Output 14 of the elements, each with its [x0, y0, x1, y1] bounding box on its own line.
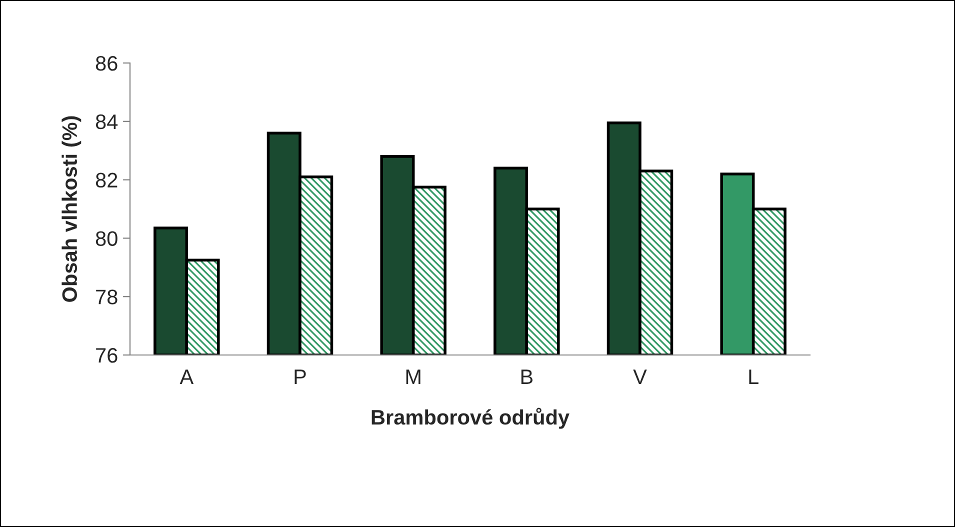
y-tick-label: 86 [96, 56, 118, 71]
x-tick-label: M [406, 370, 420, 384]
y-tick-label: 84 [96, 114, 118, 130]
y-tick-label: 80 [96, 231, 118, 246]
x-axis-title: Bramborové odrůdy [372, 408, 570, 429]
x-tick-label: V [633, 370, 647, 384]
y-tick-label: 78 [96, 290, 118, 304]
x-tick-label: B [521, 370, 533, 384]
y-axis-title: Obsah vlhkosti (%) [62, 116, 82, 302]
y-tick-label: 76 [96, 348, 118, 363]
x-tick-label: A [180, 370, 194, 384]
x-tick-label: P [294, 370, 306, 384]
x-tick-label: L [749, 370, 758, 384]
y-tick-label: 82 [96, 172, 118, 188]
